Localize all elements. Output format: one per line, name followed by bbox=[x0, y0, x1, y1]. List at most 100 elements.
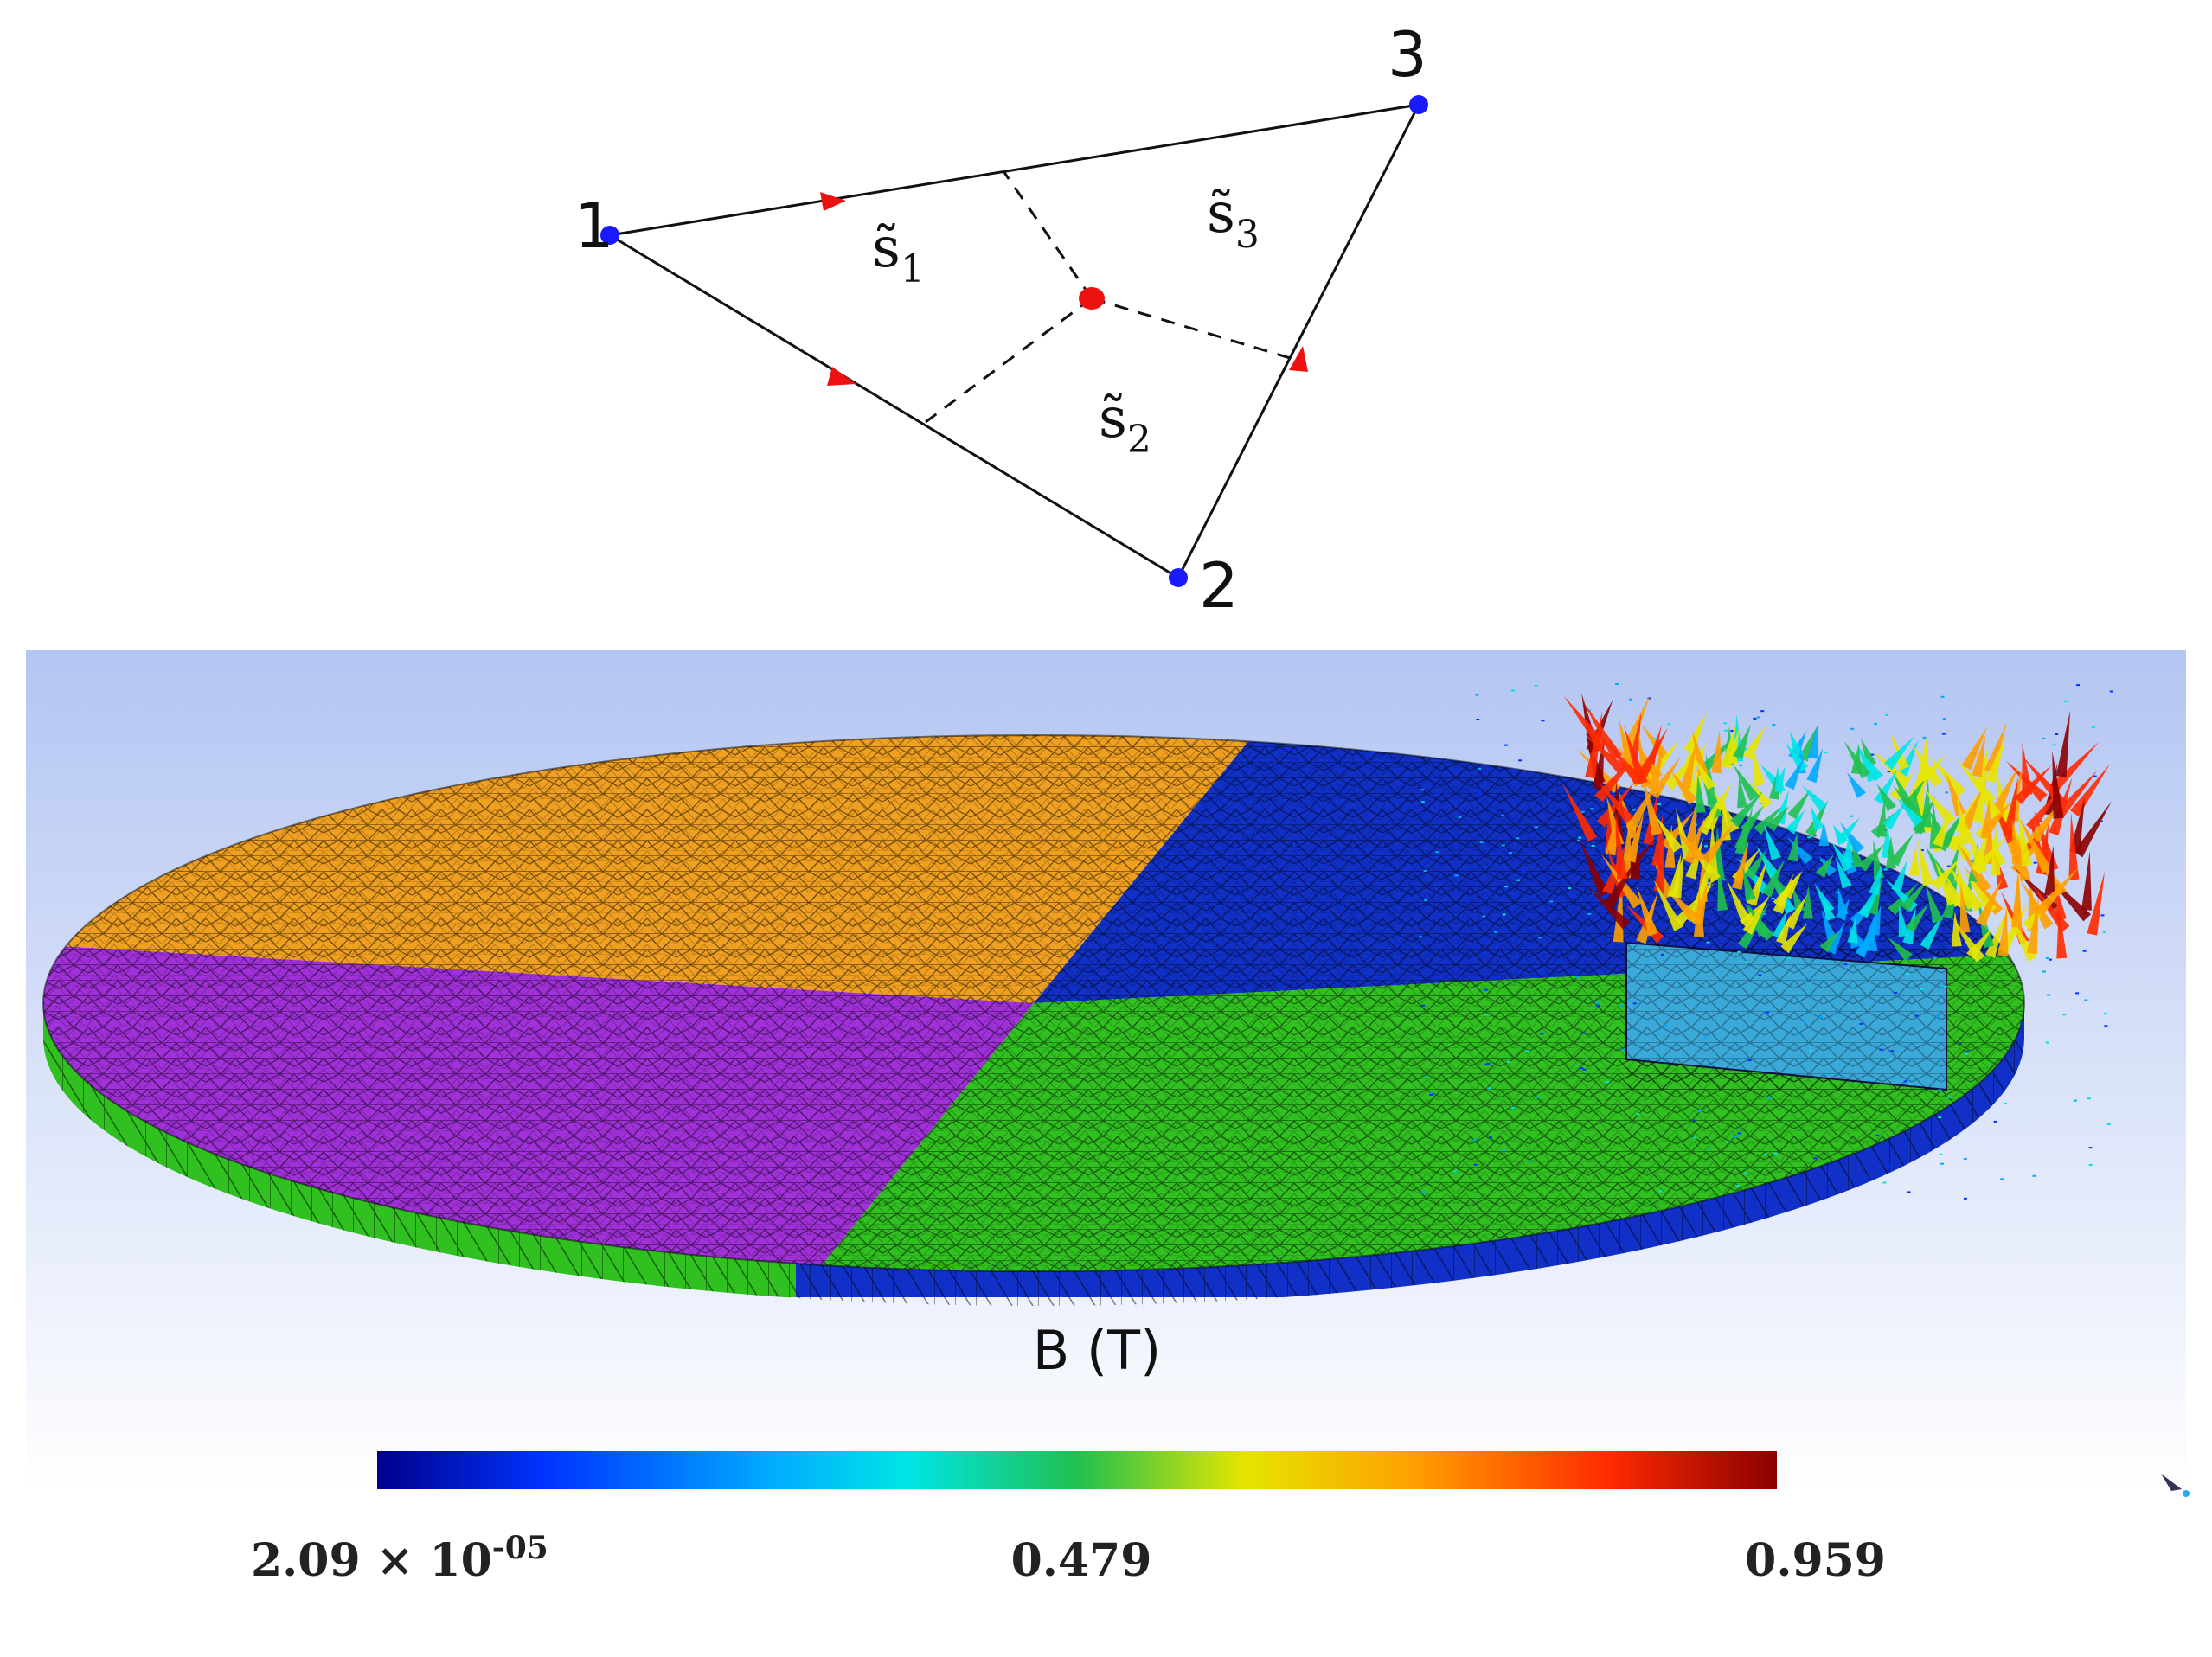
field-vector-cone bbox=[1774, 765, 1786, 793]
field-sample-dot bbox=[1522, 870, 1525, 873]
field-vector-cone bbox=[1855, 925, 1875, 958]
field-sample-dot bbox=[1920, 849, 1924, 851]
field-vector-cone bbox=[1697, 791, 1725, 835]
field-sample-dot bbox=[1420, 789, 1425, 791]
field-sample-dot bbox=[1483, 939, 1487, 942]
field-sample-dot bbox=[1580, 1067, 1584, 1069]
magnetic-field-render: B (T) bbox=[26, 650, 2190, 1497]
field-sample-dot bbox=[1933, 956, 1937, 959]
field-sample-dot bbox=[1465, 900, 1470, 903]
field-sample-dot bbox=[1435, 851, 1439, 854]
field-vector-cone bbox=[1786, 809, 1805, 835]
field-sample-dot bbox=[1509, 852, 1512, 854]
field-sample-dot bbox=[1756, 716, 1760, 719]
field-sample-dot bbox=[1657, 803, 1661, 806]
field-sample-dot bbox=[1949, 938, 1953, 941]
field-vector-cone bbox=[1621, 694, 1651, 752]
median-dual-lines bbox=[925, 170, 1297, 424]
field-sample-dot bbox=[1734, 1136, 1738, 1138]
field-sample-dot bbox=[1753, 717, 1757, 720]
field-vector-cone bbox=[1900, 880, 1928, 912]
field-sample-dot bbox=[1596, 1004, 1600, 1007]
field-vector-cone bbox=[1944, 873, 1965, 908]
field-vector-cone bbox=[1857, 842, 1886, 872]
colorbar-max-label: 0.959 bbox=[1745, 1534, 1886, 1587]
field-sample-dot bbox=[1421, 1191, 1425, 1193]
field-vector-cone bbox=[1642, 775, 1663, 836]
field-sample-dot bbox=[1907, 1191, 1911, 1193]
field-sample-dot bbox=[1585, 1058, 1588, 1060]
field-vector-cone bbox=[1891, 860, 1907, 893]
field-vector-cone bbox=[2049, 741, 2100, 794]
field-sample-dot bbox=[1424, 1075, 1428, 1078]
field-sample-dot bbox=[1706, 941, 1710, 944]
field-vector-cone bbox=[1884, 735, 1915, 771]
field-vector-cone bbox=[1604, 739, 1644, 785]
field-sample-dot bbox=[1595, 1002, 1600, 1005]
field-vector-cone bbox=[1563, 695, 1608, 751]
field-vector-cone bbox=[1784, 758, 1804, 790]
field-sample-dot bbox=[1843, 963, 1848, 966]
field-vector-cone bbox=[2011, 867, 2023, 928]
field-sample-dot bbox=[1850, 727, 1855, 730]
field-sample-dot bbox=[1806, 936, 1811, 938]
field-sample-dot bbox=[1941, 733, 1946, 735]
field-vector-cone bbox=[2018, 816, 2052, 873]
field-sample-dot bbox=[1537, 937, 1542, 939]
field-sample-dot bbox=[2004, 1103, 2008, 1104]
field-sample-dot bbox=[1431, 777, 1435, 780]
field-vector-cone bbox=[1637, 727, 1668, 778]
field-sample-dot bbox=[1429, 1094, 1433, 1096]
field-sample-dot bbox=[1797, 854, 1801, 857]
field-sample-dot bbox=[1518, 759, 1523, 762]
vertex-2-point bbox=[1169, 568, 1188, 587]
field-vector-cone bbox=[2034, 866, 2080, 918]
field-vector-cone bbox=[2026, 789, 2061, 832]
field-vector-cone bbox=[1861, 739, 1877, 767]
field-sample-dot bbox=[1513, 768, 1517, 771]
field-sample-dot bbox=[1737, 950, 1741, 953]
field-vector-cone bbox=[1599, 783, 1634, 824]
field-sample-dot bbox=[1582, 1068, 1587, 1071]
field-sample-dot bbox=[1478, 767, 1481, 770]
field-sample-dot bbox=[1762, 900, 1766, 903]
field-vector-cone bbox=[1984, 736, 2006, 784]
field-vector-cone bbox=[1764, 824, 1781, 860]
field-sample-dot bbox=[2032, 1174, 2036, 1177]
field-sample-dot bbox=[1946, 865, 1951, 867]
field-sample-dot bbox=[1481, 952, 1485, 955]
field-vector-cone bbox=[1896, 797, 1924, 827]
region-s1-label: s̃1 bbox=[872, 216, 925, 291]
field-vector-cone bbox=[1959, 876, 1984, 912]
field-sample-dot bbox=[2055, 733, 2059, 735]
field-vector-cone bbox=[2081, 851, 2092, 911]
field-sample-dot bbox=[1534, 826, 1538, 828]
field-vector-cone bbox=[1946, 772, 1966, 816]
field-sample-dot bbox=[1578, 836, 1582, 839]
field-sample-dot bbox=[1965, 1050, 1970, 1052]
field-sample-dot bbox=[1575, 976, 1580, 979]
triangle-element-diagram: 1 2 3 s̃1 s̃2 s̃3 bbox=[574, 18, 1428, 622]
field-sample-dot bbox=[1703, 1036, 1708, 1039]
field-vector-cone bbox=[1814, 883, 1835, 914]
field-vector-cone bbox=[1585, 711, 1603, 779]
field-vector-cone bbox=[1754, 805, 1783, 835]
field-vector-cone bbox=[1733, 724, 1751, 760]
field-vector-cone bbox=[1876, 798, 1887, 837]
field-vector-cone bbox=[1908, 845, 1920, 876]
field-vector-cone bbox=[2014, 765, 2052, 805]
field-vector-cone bbox=[1971, 828, 1990, 872]
field-sample-dot bbox=[1970, 860, 1974, 862]
field-sample-dot bbox=[2000, 1178, 2004, 1180]
field-sample-dot bbox=[1568, 887, 1572, 890]
field-vector-cone bbox=[2068, 813, 2080, 880]
field-sample-dot bbox=[1453, 1170, 1458, 1173]
field-vector-cone bbox=[1847, 916, 1858, 944]
field-sample-dot bbox=[1541, 720, 1545, 722]
field-vector-cone bbox=[1742, 894, 1771, 935]
field-sample-dot bbox=[1587, 912, 1592, 915]
field-vector-cone bbox=[1892, 771, 1917, 813]
field-sample-dot bbox=[1502, 1149, 1506, 1152]
field-vector-cone bbox=[2044, 845, 2055, 897]
field-sample-dot bbox=[1993, 1120, 1997, 1123]
